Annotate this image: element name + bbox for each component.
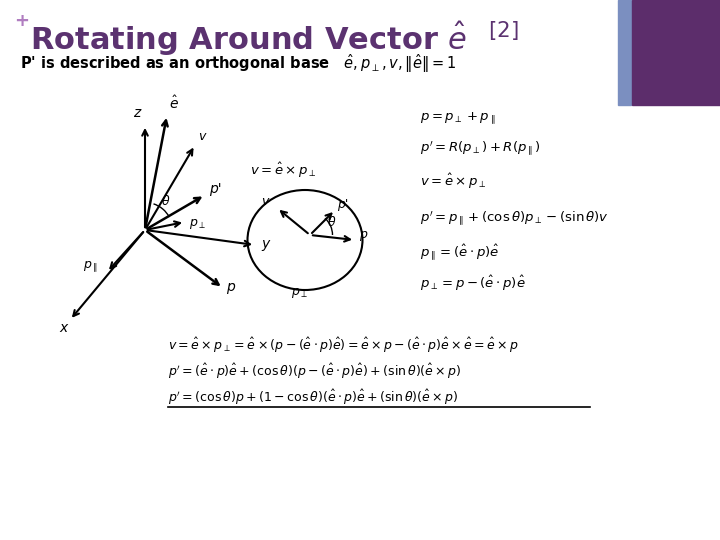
Text: $v=\hat{e}\times p_{\perp}$: $v=\hat{e}\times p_{\perp}$ <box>420 172 487 191</box>
Text: $p = p_{\perp}+p_{\parallel}$: $p = p_{\perp}+p_{\parallel}$ <box>420 110 495 126</box>
Text: +: + <box>14 12 29 30</box>
Text: p: p <box>359 228 367 241</box>
Bar <box>632 0 720 105</box>
Text: P' is described as an orthogonal base   $\hat{e}, p_{\perp}, v, \|\hat{e}\|=1$: P' is described as an orthogonal base $\… <box>20 52 456 75</box>
Text: z: z <box>133 106 140 120</box>
Text: $v=\hat{e}\times p_{\perp}=\hat{e}\times(p-(\hat{e}\cdot p)\hat{e})=\hat{e}\time: $v=\hat{e}\times p_{\perp}=\hat{e}\times… <box>168 336 519 355</box>
Text: $p_{\parallel}$: $p_{\parallel}$ <box>83 259 98 274</box>
Text: $p_{\perp}$: $p_{\perp}$ <box>291 286 308 300</box>
Text: $p_{\perp}=p-(\hat{e}\cdot p)\hat{e}$: $p_{\perp}=p-(\hat{e}\cdot p)\hat{e}$ <box>420 274 526 293</box>
Text: $\hat{e}$: $\hat{e}$ <box>169 94 179 112</box>
Text: $p'=(\cos\theta)p+(1-\cos\theta)(\hat{e}\cdot p)\hat{e}+(\sin\theta)(\hat{e}\tim: $p'=(\cos\theta)p+(1-\cos\theta)(\hat{e}… <box>168 388 459 407</box>
Text: x: x <box>59 321 67 335</box>
Text: Rotating Around Vector $\hat{e}$  $^{[2]}$: Rotating Around Vector $\hat{e}$ $^{[2]}… <box>30 20 518 58</box>
Text: $p_{\parallel}=(\hat{e}\cdot p)\hat{e}$: $p_{\parallel}=(\hat{e}\cdot p)\hat{e}$ <box>420 242 499 262</box>
Text: $p_{\perp}$: $p_{\perp}$ <box>189 217 207 231</box>
Text: $\theta$: $\theta$ <box>327 215 336 229</box>
Text: v: v <box>261 195 269 208</box>
Text: $p'=(\hat{e}\cdot p)\hat{e}+(\cos\theta)(p-(\hat{e}\cdot p)\hat{e})+(\sin\theta): $p'=(\hat{e}\cdot p)\hat{e}+(\cos\theta)… <box>168 362 462 381</box>
Text: $p' = p_{\parallel}+(\cos\theta)p_{\perp}-(\sin\theta)v$: $p' = p_{\parallel}+(\cos\theta)p_{\perp… <box>420 210 609 228</box>
Text: p': p' <box>209 182 222 196</box>
Text: $p' = R(p_{\perp})+R(p_{\parallel})$: $p' = R(p_{\perp})+R(p_{\parallel})$ <box>420 140 540 158</box>
Text: y: y <box>261 237 269 251</box>
Text: $v=\hat{e}\times p_{\perp}$: $v=\hat{e}\times p_{\perp}$ <box>250 161 317 180</box>
Text: p: p <box>226 280 235 294</box>
Text: v: v <box>198 130 205 143</box>
Text: $\theta$: $\theta$ <box>161 194 171 208</box>
Text: p': p' <box>337 198 348 211</box>
Bar <box>618 0 631 105</box>
